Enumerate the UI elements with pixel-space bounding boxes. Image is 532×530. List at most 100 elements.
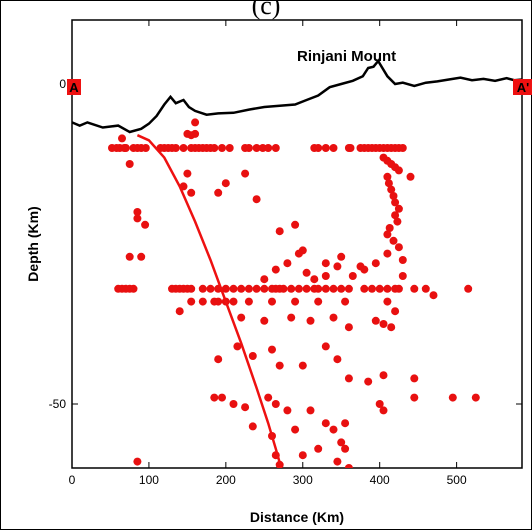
earthquake-event — [133, 457, 142, 466]
earthquake-event — [321, 272, 330, 280]
earthquake-event — [383, 297, 392, 306]
earthquake-event — [141, 220, 150, 229]
earthquake-event — [344, 323, 353, 332]
earthquake-event — [337, 252, 346, 261]
earthquake-event — [279, 284, 288, 293]
earthquake-event — [260, 316, 269, 325]
earthquake-event — [121, 144, 130, 152]
earthquake-event — [221, 179, 230, 188]
earthquake-event — [187, 297, 196, 306]
earthquake-event — [125, 252, 134, 261]
x-axis-ticks: 0 100 200 300 400 500 — [69, 20, 467, 487]
earthquake-event — [394, 243, 403, 252]
earthquake-event — [252, 195, 261, 204]
earthquake-event — [394, 166, 403, 175]
earthquake-event — [398, 256, 407, 264]
earthquake-event — [344, 284, 353, 293]
section-end-marker — [513, 79, 532, 95]
earthquake-event — [310, 275, 319, 284]
earthquake-event — [237, 284, 246, 293]
earthquake-event — [385, 224, 394, 232]
earthquake-event — [394, 284, 403, 293]
earthquake-event — [294, 249, 303, 258]
earthquake-event — [387, 185, 396, 194]
earthquake-event — [387, 323, 396, 332]
earthquake-event — [383, 249, 392, 258]
earthquake-event — [375, 284, 384, 293]
x-tick-label: 0 — [69, 473, 76, 487]
earthquake-event — [337, 284, 346, 293]
earthquake-event — [383, 284, 392, 293]
earthquake-event — [294, 284, 303, 293]
earthquake-event — [314, 144, 323, 152]
earthquake-event — [333, 457, 342, 466]
earthquake-event — [214, 355, 223, 364]
earthquake-event — [471, 393, 480, 402]
earthquake-event — [391, 307, 400, 316]
earthquake-event — [133, 214, 142, 223]
earthquake-event — [248, 352, 257, 360]
earthquake-event — [214, 188, 223, 197]
earthquake-event — [248, 422, 257, 431]
earthquake-event — [241, 169, 250, 178]
earthquake-event — [291, 297, 300, 306]
earthquake-event — [214, 297, 223, 306]
x-tick-label: 300 — [293, 473, 313, 487]
earthquake-event — [410, 374, 419, 383]
earthquake-event — [391, 198, 400, 207]
earthquake-event — [283, 259, 292, 268]
earthquake-event — [337, 438, 346, 447]
earthquake-event — [360, 284, 369, 293]
earthquake-event — [379, 371, 388, 380]
earthquake-event — [268, 297, 276, 306]
earthquake-event — [314, 284, 323, 293]
earthquake-event — [321, 259, 330, 268]
earthquake-event — [125, 160, 134, 168]
earthquake-event — [129, 284, 138, 293]
y-tick-label: -50 — [49, 397, 67, 411]
earthquake-event — [264, 393, 273, 402]
earthquake-event — [137, 252, 146, 261]
earthquake-event — [329, 284, 338, 293]
earthquake-event — [394, 204, 403, 213]
earthquake-event — [210, 144, 219, 152]
x-axis-title: Distance (Km) — [250, 509, 344, 525]
earthquake-event — [229, 284, 238, 293]
earthquake-event — [237, 313, 246, 322]
earthquake-event — [244, 284, 253, 293]
earthquake-event — [333, 355, 342, 364]
earthquake-event — [375, 400, 384, 408]
earthquake-event — [175, 307, 184, 316]
section-start-label: A — [69, 80, 79, 95]
earthquake-event — [275, 227, 284, 236]
y-tick-label: 0 — [59, 77, 66, 91]
earthquake-event — [183, 169, 192, 178]
earthquake-event — [321, 144, 330, 152]
earthquake-event — [464, 284, 473, 293]
earthquake-event — [271, 265, 280, 274]
earthquake-event — [229, 297, 238, 306]
earthquake-event — [291, 220, 300, 229]
earthquake-event — [168, 144, 176, 152]
earthquake-event — [271, 400, 280, 408]
earthquake-event — [341, 297, 350, 306]
plot-frame — [71, 19, 523, 469]
earthquake-event — [379, 320, 388, 328]
earthquake-event — [371, 259, 380, 268]
earthquake-event — [379, 406, 388, 415]
earthquake-event — [225, 144, 234, 152]
earthquake-event — [271, 144, 280, 152]
rinjani-mount-label: Rinjani Mount — [297, 48, 396, 65]
earthquake-event — [348, 272, 357, 280]
x-tick-label: 200 — [216, 473, 236, 487]
earthquake-event — [344, 374, 353, 383]
earthquake-event — [321, 419, 330, 428]
earthquake-event — [118, 134, 126, 143]
earthquake-event — [191, 118, 200, 127]
earthquake-event — [287, 313, 296, 322]
earthquake-event — [187, 284, 196, 293]
earthquake-event — [244, 297, 253, 306]
earthquake-event — [321, 284, 330, 293]
earthquake-event — [306, 316, 315, 325]
earthquake-event — [252, 284, 261, 293]
